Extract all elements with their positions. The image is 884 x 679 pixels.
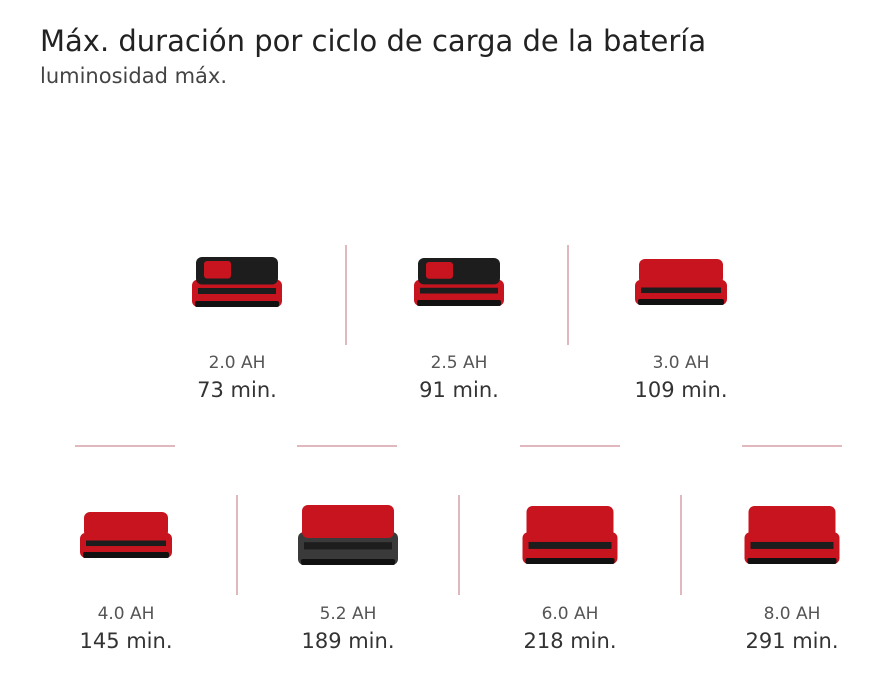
battery-stripe [528,541,612,549]
battery [744,506,840,564]
battery-top [639,259,723,285]
battery [635,259,727,305]
battery-foot [638,299,724,305]
capacity-label: 6.0 AH [542,604,599,624]
subtitle: luminosidad máx. [40,64,228,88]
battery [192,257,282,307]
battery-stripe [304,542,392,550]
battery-latch [204,261,231,279]
battery-stripe [641,287,721,294]
battery-top [748,506,836,538]
capacity-label: 2.5 AH [431,353,488,373]
runtime-label: 291 min. [745,629,838,653]
battery-stripe [420,287,498,294]
battery-top [302,505,394,538]
battery-stripe [198,288,276,294]
battery-foot [195,301,279,307]
battery [414,258,504,306]
battery-stripe [86,540,166,547]
battery [80,512,172,558]
battery-stripe [750,541,834,549]
battery [522,506,618,564]
runtime-label: 109 min. [634,378,727,402]
capacity-label: 5.2 AH [320,604,377,624]
battery-top [526,506,614,538]
battery-foot [83,552,169,558]
runtime-label: 91 min. [419,378,499,402]
runtime-label: 145 min. [79,629,172,653]
runtime-label: 189 min. [301,629,394,653]
battery-latch [426,262,453,279]
battery-foot [747,558,837,564]
battery-foot [417,300,501,306]
capacity-label: 2.0 AH [209,353,266,373]
title: Máx. duración por ciclo de carga de la b… [40,24,707,58]
battery-top [84,512,168,538]
battery-foot [301,559,395,565]
runtime-label: 73 min. [197,378,277,402]
runtime-label: 218 min. [523,629,616,653]
battery-foot [525,558,615,564]
capacity-label: 3.0 AH [653,353,710,373]
battery [298,505,398,565]
capacity-label: 8.0 AH [764,604,821,624]
capacity-label: 4.0 AH [98,604,155,624]
